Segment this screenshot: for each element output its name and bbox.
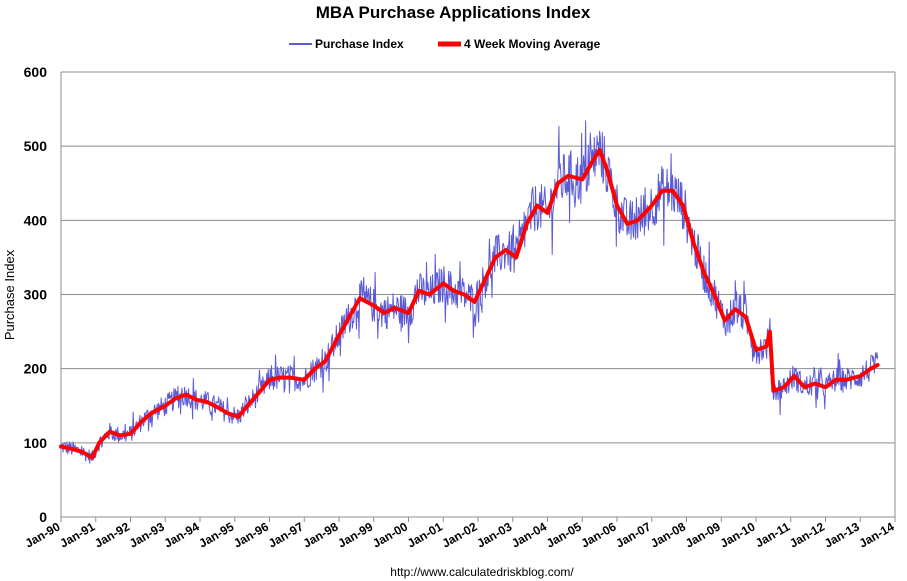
legend-label-moving-average: 4 Week Moving Average (464, 37, 601, 51)
x-tick-label: Jan-03 (474, 519, 514, 550)
y-tick-label: 100 (24, 435, 48, 451)
legend: Purchase Index 4 Week Moving Average (289, 37, 601, 51)
x-tick-label: Jan-14 (857, 519, 897, 550)
x-tick-label: Jan-92 (92, 519, 132, 550)
x-tick-label: Jan-94 (162, 519, 202, 550)
x-tick-label: Jan-04 (509, 519, 549, 550)
x-tick-label: Jan-00 (370, 519, 410, 550)
y-tick-label: 400 (24, 212, 48, 228)
x-tick-label: Jan-08 (648, 519, 688, 550)
y-tick-label: 500 (24, 138, 48, 154)
series-purchase-index-line (60, 120, 879, 464)
x-tick-label: Jan-11 (753, 519, 793, 550)
x-tick-label: Jan-02 (440, 519, 480, 550)
gridlines (61, 71, 895, 444)
series-moving-average-line (59, 147, 880, 460)
x-tick-label: Jan-06 (579, 519, 619, 550)
x-tick-label: Jan-13 (822, 519, 862, 550)
x-tick-label: Jan-98 (301, 519, 341, 550)
x-tick-label: Jan-96 (231, 519, 271, 550)
y-tick-label: 200 (24, 361, 48, 377)
x-axis-ticks: Jan-90Jan-91Jan-92Jan-93Jan-94Jan-95Jan-… (23, 517, 897, 551)
y-tick-label: 0 (39, 509, 47, 525)
x-tick-label: Jan-01 (405, 519, 445, 550)
x-tick-label: Jan-12 (787, 519, 827, 550)
x-tick-label: Jan-99 (335, 519, 375, 550)
x-tick-label: Jan-97 (266, 519, 306, 550)
chart-title: MBA Purchase Applications Index (316, 3, 591, 22)
x-tick-label: Jan-07 (613, 519, 653, 550)
x-tick-label: Jan-91 (57, 519, 97, 550)
source-credit: http://www.calculatedriskblog.com/ (390, 565, 574, 579)
y-tick-label: 300 (24, 287, 48, 303)
y-tick-label: 600 (24, 64, 48, 80)
y-axis-label: Purchase Index (2, 249, 17, 340)
x-tick-label: Jan-05 (544, 519, 584, 550)
x-tick-label: Jan-93 (127, 519, 167, 550)
legend-label-purchase-index: Purchase Index (315, 37, 404, 51)
x-tick-label: Jan-95 (196, 519, 236, 550)
y-axis-ticks: 0 100 200 300 400 500 600 (24, 64, 48, 525)
x-tick-label: Jan-10 (718, 519, 758, 550)
x-tick-label: Jan-09 (683, 519, 723, 550)
